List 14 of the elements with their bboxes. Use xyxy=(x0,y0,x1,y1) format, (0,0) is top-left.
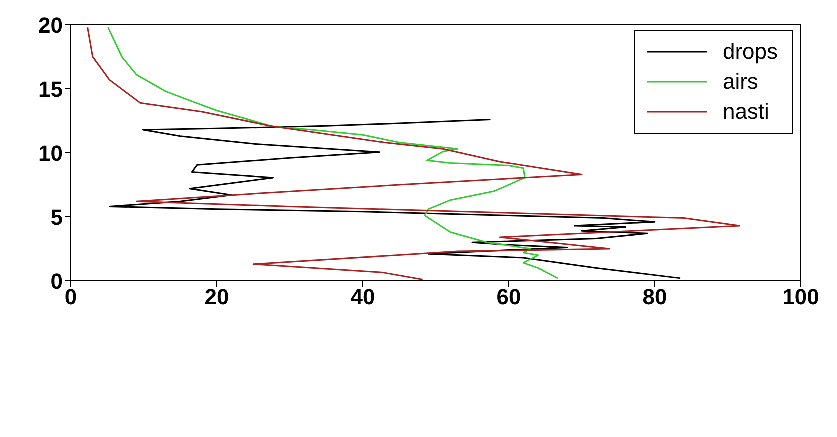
line-series xyxy=(107,26,559,280)
x-tick-label: 100 xyxy=(782,284,820,310)
y-tick-label: 0 xyxy=(50,268,63,294)
x-tick-label: 40 xyxy=(350,284,376,310)
x-tick-label: 20 xyxy=(204,284,230,310)
x-tick-label: 80 xyxy=(642,284,668,310)
y-tick-label: 5 xyxy=(50,204,63,230)
x-tick-label: 60 xyxy=(496,284,522,310)
y-tick-label: 10 xyxy=(38,140,63,166)
y-tick-label: 20 xyxy=(38,12,63,38)
legend-label: nasti xyxy=(722,99,770,125)
y-tick-label: 15 xyxy=(38,76,63,102)
legend-label: drops xyxy=(722,39,778,65)
legend-label: airs xyxy=(722,69,758,95)
